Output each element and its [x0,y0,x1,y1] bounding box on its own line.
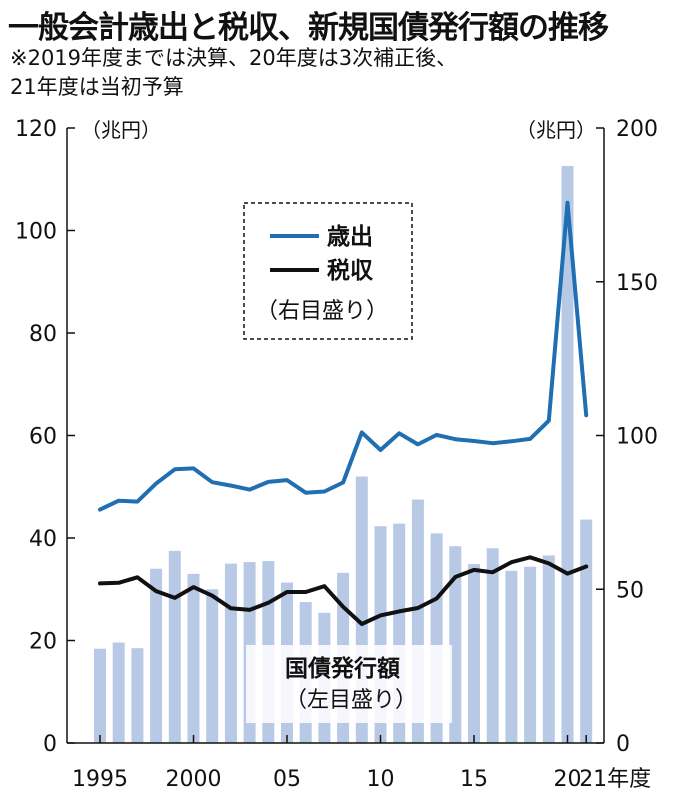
chart-title: 一般会計歳出と税収、新規国債発行額の推移 [8,10,609,46]
lines-layer [98,200,589,626]
legend-note-right-scale: （右目盛り） [256,299,388,324]
left-tick-label-80: 80 [29,322,57,347]
legend-lines-box [243,202,413,340]
left-axis-unit: （兆円） [81,118,161,142]
bar-2021 [580,519,593,743]
x-tick-label-2020: 20 [554,767,582,792]
line-tax-revenue [98,555,589,626]
left-tick-label-60: 60 [29,425,57,450]
bar-2000 [187,573,200,743]
left-tick-label-100: 100 [15,220,57,245]
legend-bars-bg [246,645,452,723]
bar-2001 [206,589,219,743]
bar-1998 [150,568,163,743]
left-tick-label-40: 40 [29,527,57,552]
right-tick-label-150: 150 [616,271,658,296]
legend-label-tax-revenue: 税収 [327,257,374,284]
bar-2016 [486,548,499,743]
bar-1997 [131,648,144,743]
x-tick-label-2015: 15 [460,767,488,792]
bar-1996 [112,642,125,743]
legend-label-expenditure: 歳出 [327,224,373,250]
bar-2018 [524,566,537,743]
bar-2017 [505,570,518,743]
left-tick-label-120: 120 [15,117,57,142]
right-tick-label-200: 200 [616,117,658,142]
x-tick-label-2000: 2000 [166,767,222,792]
x-tick-label-2021: 21年度 [579,767,651,792]
left-tick-label-20: 20 [29,630,57,655]
bar-2019 [542,555,555,743]
bar-1995 [94,648,106,743]
x-tick-label-1995: 1995 [72,767,128,792]
x-tick-label-2005: 05 [273,767,301,792]
right-tick-label-0: 0 [616,732,630,757]
bar-1999 [168,550,181,743]
right-tick-label-100: 100 [616,425,658,450]
legend-label-bond-issuance: 国債発行額 [285,655,400,682]
legend-lines: 歳出 税収 （右目盛り） [243,202,413,340]
legend-bars: 国債発行額 （左目盛り） [246,645,452,723]
bar-2015 [468,564,480,743]
legend-note-left-scale: （左目盛り） [285,688,417,713]
left-tick-label-0: 0 [43,732,57,757]
x-tick-label-2010: 10 [367,767,395,792]
chart-subtitle: ※2019年度までは決算、20年度は3次補正後、 21年度は当初予算 [10,46,458,99]
line-expenditure [98,200,589,512]
right-tick-label-50: 50 [616,578,644,603]
bar-2020 [561,165,574,744]
right-axis-unit: （兆円） [516,118,596,142]
bar-2014 [449,546,462,743]
bar-2002 [224,563,237,743]
